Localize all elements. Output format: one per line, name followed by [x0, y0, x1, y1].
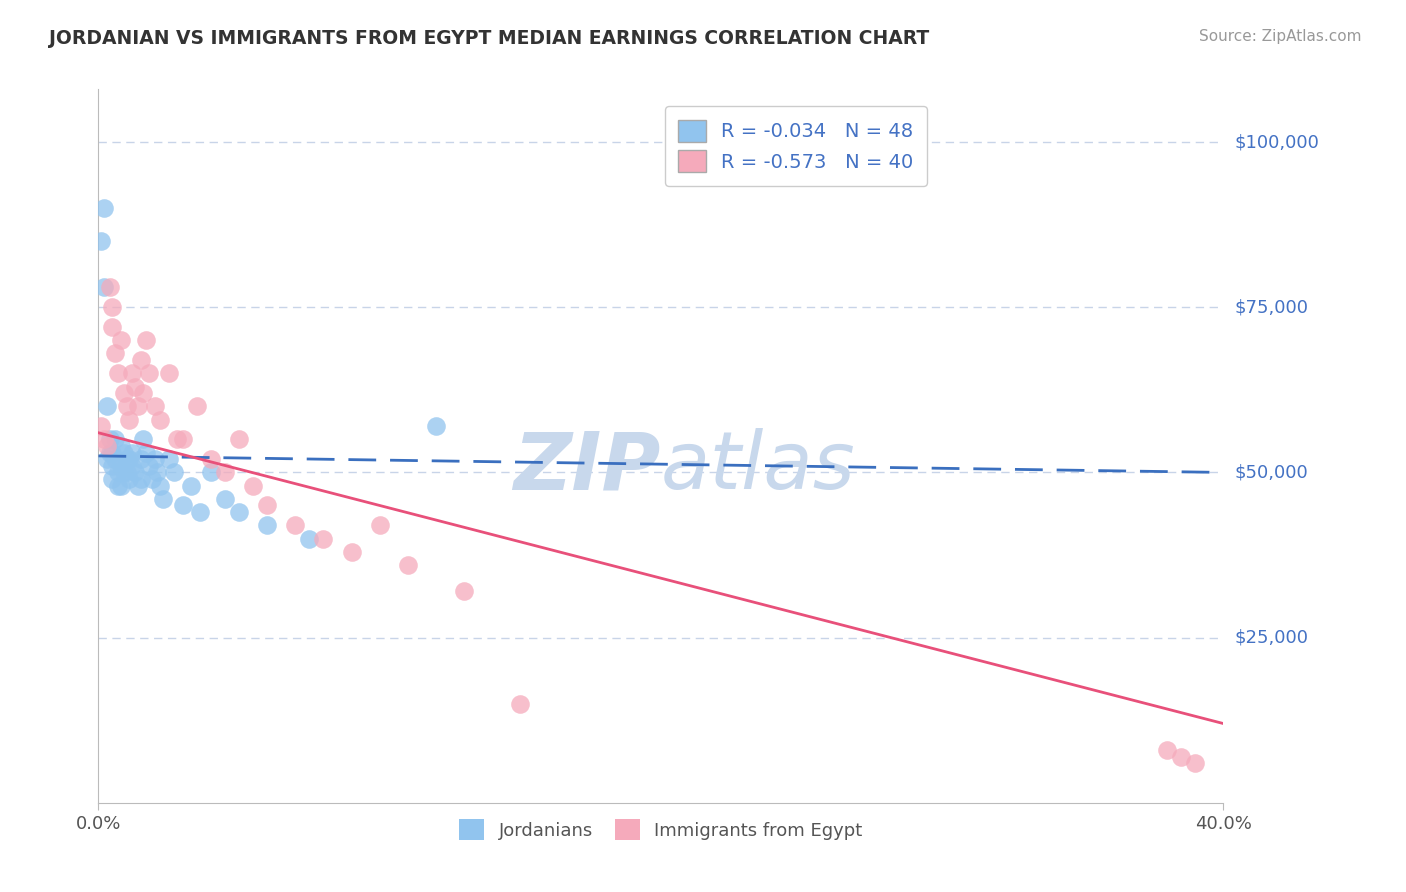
Point: [200, 452, 222, 467]
Text: JORDANIAN VS IMMIGRANTS FROM EGYPT MEDIAN EARNINGS CORRELATION CHART: JORDANIAN VS IMMIGRANTS FROM EGYPT MEDIA…: [49, 29, 929, 48]
Point: [1184, 756, 1206, 771]
Point: [228, 505, 250, 519]
Point: [96, 400, 118, 414]
Point: [101, 445, 124, 459]
Point: [214, 491, 236, 506]
Point: [93, 433, 115, 447]
Point: [90, 419, 112, 434]
Point: [96, 452, 118, 467]
Point: [104, 346, 127, 360]
Point: [115, 400, 138, 414]
Point: [340, 545, 363, 559]
Point: [93, 280, 115, 294]
Point: [104, 452, 127, 467]
Point: [453, 584, 475, 599]
Point: [112, 386, 135, 401]
Point: [143, 400, 166, 414]
Point: [93, 201, 115, 215]
Text: $100,000: $100,000: [1234, 133, 1319, 151]
Point: [98, 280, 121, 294]
Point: [368, 518, 391, 533]
Point: [1156, 743, 1178, 757]
Point: [107, 367, 129, 381]
Point: [172, 433, 194, 447]
Point: [107, 478, 129, 492]
Point: [298, 532, 321, 546]
Point: [425, 419, 447, 434]
Point: [107, 466, 129, 480]
Point: [110, 439, 132, 453]
Point: [172, 499, 194, 513]
Point: [132, 433, 155, 447]
Point: [121, 458, 143, 473]
Point: [127, 478, 149, 492]
Point: [90, 234, 112, 248]
Point: [98, 433, 121, 447]
Point: [138, 367, 160, 381]
Point: [242, 478, 264, 492]
Point: [110, 478, 132, 492]
Text: Source: ZipAtlas.com: Source: ZipAtlas.com: [1198, 29, 1361, 45]
Point: [152, 491, 174, 506]
Point: [163, 466, 186, 480]
Point: [157, 367, 180, 381]
Point: [101, 472, 124, 486]
Point: [200, 466, 222, 480]
Point: [98, 445, 121, 459]
Point: [112, 466, 135, 480]
Point: [127, 400, 149, 414]
Point: [110, 458, 132, 473]
Point: [121, 445, 143, 459]
Point: [129, 472, 152, 486]
Point: [129, 353, 152, 368]
Point: [312, 532, 335, 546]
Point: [135, 333, 157, 347]
Point: [509, 697, 531, 711]
Point: [118, 412, 141, 426]
Point: [104, 433, 127, 447]
Point: [188, 505, 211, 519]
Point: [101, 320, 124, 334]
Point: [256, 518, 278, 533]
Point: [118, 452, 141, 467]
Point: [138, 458, 160, 473]
Text: $50,000: $50,000: [1234, 464, 1308, 482]
Text: $75,000: $75,000: [1234, 298, 1309, 317]
Point: [166, 433, 188, 447]
Point: [115, 452, 138, 467]
Point: [115, 466, 138, 480]
Point: [149, 412, 172, 426]
Point: [1170, 749, 1192, 764]
Point: [129, 452, 152, 467]
Text: ZIP: ZIP: [513, 428, 661, 507]
Point: [124, 466, 146, 480]
Point: [149, 478, 172, 492]
Point: [157, 452, 180, 467]
Point: [141, 472, 163, 486]
Point: [101, 458, 124, 473]
Point: [118, 472, 141, 486]
Text: $25,000: $25,000: [1234, 629, 1309, 647]
Point: [396, 558, 419, 572]
Point: [284, 518, 307, 533]
Point: [143, 452, 166, 467]
Point: [228, 433, 250, 447]
Point: [256, 499, 278, 513]
Point: [132, 386, 155, 401]
Point: [112, 445, 135, 459]
Point: [180, 478, 202, 492]
Point: [214, 466, 236, 480]
Point: [96, 439, 118, 453]
Point: [101, 300, 124, 314]
Point: [146, 466, 169, 480]
Point: [124, 379, 146, 393]
Point: [186, 400, 208, 414]
Point: [110, 333, 132, 347]
Text: atlas: atlas: [661, 428, 856, 507]
Point: [135, 445, 157, 459]
Legend: Jordanians, Immigrants from Egypt: Jordanians, Immigrants from Egypt: [451, 812, 870, 847]
Point: [121, 367, 143, 381]
